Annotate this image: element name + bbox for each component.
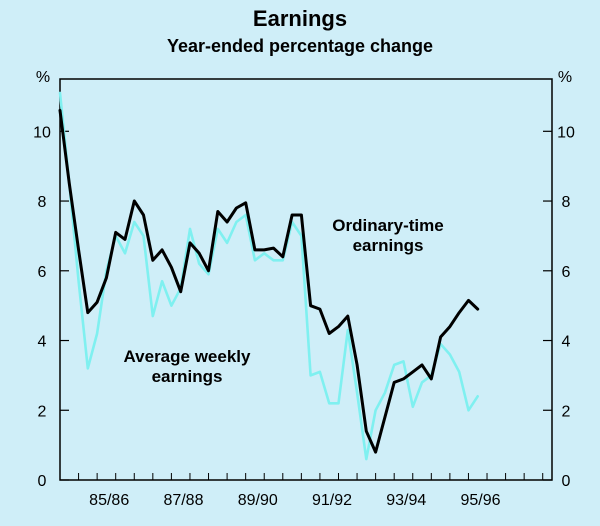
y-tick-label-right: 4	[562, 334, 571, 351]
y-tick-label-left: 0	[38, 473, 47, 490]
y-tick-label-right: 0	[562, 473, 571, 490]
x-tick-label: 87/88	[163, 492, 203, 509]
x-tick-label: 89/90	[238, 492, 278, 509]
y-tick-label-right: 10	[557, 124, 575, 141]
y-tick-label-left: 10	[33, 124, 51, 141]
ordinary-time-label: Ordinary-time earnings	[332, 216, 443, 255]
average-weekly-label-line-1: Average weekly	[124, 347, 251, 366]
average-weekly-label: Average weekly earnings	[124, 347, 251, 386]
ordinary-time-label-line-1: Ordinary-time	[332, 216, 443, 235]
x-tick-label: 95/96	[460, 492, 500, 509]
plot-frame	[59, 78, 553, 481]
y-tick-label-left: 4	[38, 334, 47, 351]
y-tick-label-left: 8	[38, 194, 47, 211]
y-tick-label-left: 2	[38, 403, 47, 420]
y-unit-right: %	[558, 69, 572, 86]
y-tick-label-right: 2	[562, 403, 571, 420]
series-line-average-weekly-earnings	[58, 91, 479, 461]
average-weekly-label-line-2: earnings	[152, 367, 223, 386]
x-tick-label: 93/94	[386, 492, 426, 509]
y-tick-label-right: 8	[562, 194, 571, 211]
ordinary-time-label-line-2: earnings	[353, 236, 424, 255]
series-line-ordinary-time-earnings	[58, 108, 480, 454]
chart-subtitle: Year-ended percentage change	[167, 36, 433, 56]
y-tick-label-right: 6	[562, 264, 571, 281]
x-tick-label: 85/86	[89, 492, 129, 509]
y-tick-label-left: 6	[38, 264, 47, 281]
x-tick-label: 91/92	[312, 492, 352, 509]
y-unit-left: %	[36, 69, 50, 86]
chart-title: Earnings	[253, 6, 347, 31]
